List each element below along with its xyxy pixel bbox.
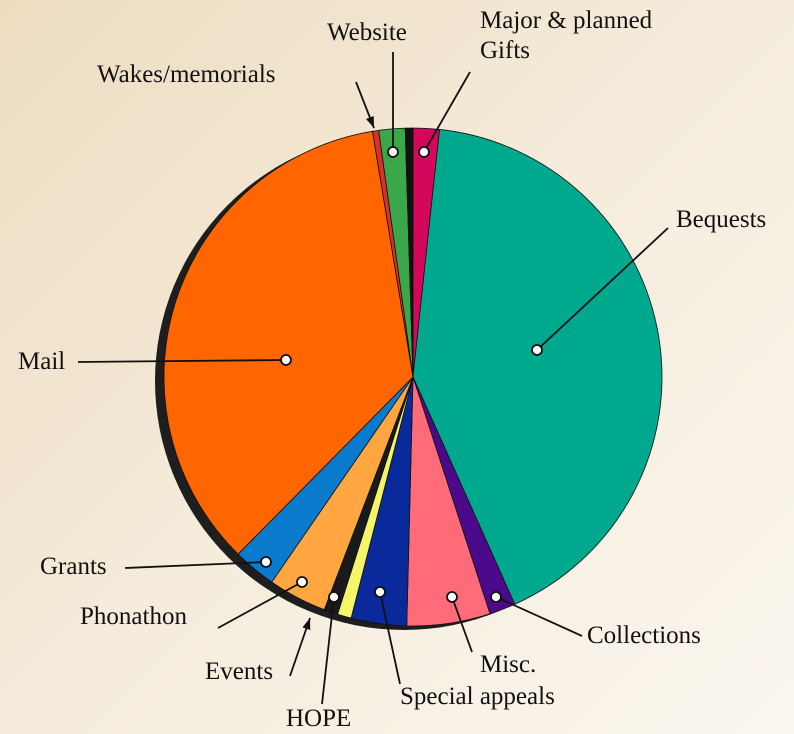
leader-dot — [418, 146, 430, 158]
leader-line — [77, 359, 287, 363]
leader-line — [451, 596, 473, 653]
leader-line — [124, 561, 267, 569]
pie-slice — [412, 128, 663, 605]
leader-dot — [328, 591, 340, 603]
slice-label: Phonathon — [80, 603, 187, 630]
leader-dot — [260, 556, 272, 568]
leader-arrow — [302, 618, 311, 630]
slice-label: Major & planned Gifts — [480, 7, 653, 64]
leader-dot — [531, 344, 543, 356]
leader-dot — [490, 591, 502, 603]
leader-dot — [446, 591, 458, 603]
slice-label: Website — [327, 19, 407, 46]
slice-label: Mail — [18, 348, 66, 375]
slice-label: Special appeals — [400, 683, 555, 710]
slice-label: Events — [205, 658, 274, 685]
slice-label: HOPE — [286, 705, 352, 732]
slice-label: Misc. — [480, 651, 537, 678]
slice-label: Collections — [587, 622, 701, 649]
leader-line — [321, 596, 335, 705]
leader-line — [536, 227, 669, 351]
leader-arrow — [366, 116, 374, 128]
leader-line — [495, 596, 583, 637]
leader-dot — [374, 586, 386, 598]
leader-line — [379, 591, 401, 685]
leader-dot — [280, 354, 292, 366]
pie-slice — [404, 127, 414, 378]
pie-slice — [163, 130, 414, 555]
slice-label: Wakes/memorials — [97, 61, 276, 88]
slice-label: Grants — [40, 553, 107, 580]
leader-line — [217, 581, 303, 629]
leader-dot — [387, 146, 399, 158]
slice-label: Bequests — [676, 206, 767, 233]
leader-dot — [296, 576, 308, 588]
leader-line — [423, 71, 471, 153]
